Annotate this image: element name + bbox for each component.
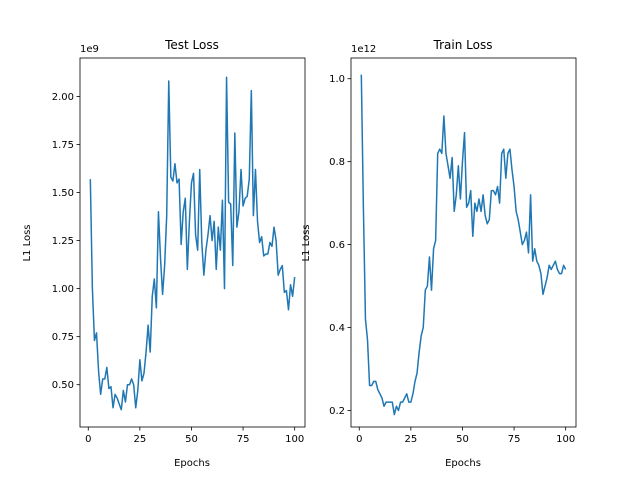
x-tick-label: 25 [404,434,417,445]
x-axis-label: Epochs [174,458,210,469]
test-loss-axes: Test Loss 1e9 Epochs L1 Loss 0 25 50 75 1000… [22,38,306,469]
y-tick-label: 0.50 [52,380,74,391]
x-tick-label: 75 [237,434,250,445]
x-axis-label: Epochs [445,458,481,469]
series-group [89,76,296,411]
series-line [89,76,296,411]
x-tick-label: 75 [508,434,521,445]
y-tick-label: 0.2 [329,406,345,417]
series-line [360,74,567,416]
series-group [360,74,567,416]
y-tick-label: 0.6 [329,240,345,251]
y-tick-label: 2.00 [52,92,74,103]
y-offset-label: 1e9 [80,44,99,55]
chart-title: Test Loss [164,38,219,52]
train-loss-axes: Train Loss 1e12 Epochs L1 Loss 0 25 50 75 10… [301,38,577,469]
y-tick-label: 1.00 [52,284,74,295]
ticks-group: 0 25 50 75 100 0.2 0.4 0.6 0.8 1.0 [329,74,575,445]
y-tick-label: 1.75 [52,140,74,151]
y-tick-label: 0.8 [329,157,345,168]
x-tick-label: 25 [133,434,146,445]
x-tick-label: 100 [556,434,575,445]
y-axis-label: L1 Loss [301,224,312,261]
x-tick-label: 50 [185,434,198,445]
x-tick-label: 100 [285,434,304,445]
y-tick-label: 1.0 [329,74,345,85]
ticks-group: 0 25 50 75 100 0.50 0.75 1.00 1.25 1.50 1.75 2.00 [52,92,304,445]
y-tick-label: 1.50 [52,188,74,199]
y-tick-label: 1.25 [52,236,74,247]
y-tick-label: 0.4 [329,323,345,334]
plot-frame [350,57,577,428]
y-tick-label: 0.75 [52,332,74,343]
x-tick-label: 0 [85,434,91,445]
chart-title: Train Loss [433,38,493,52]
y-offset-label: 1e12 [351,44,376,55]
y-axis-label: L1 Loss [22,224,33,261]
x-tick-label: 0 [356,434,362,445]
plot-frame [79,57,306,428]
x-tick-label: 50 [456,434,469,445]
